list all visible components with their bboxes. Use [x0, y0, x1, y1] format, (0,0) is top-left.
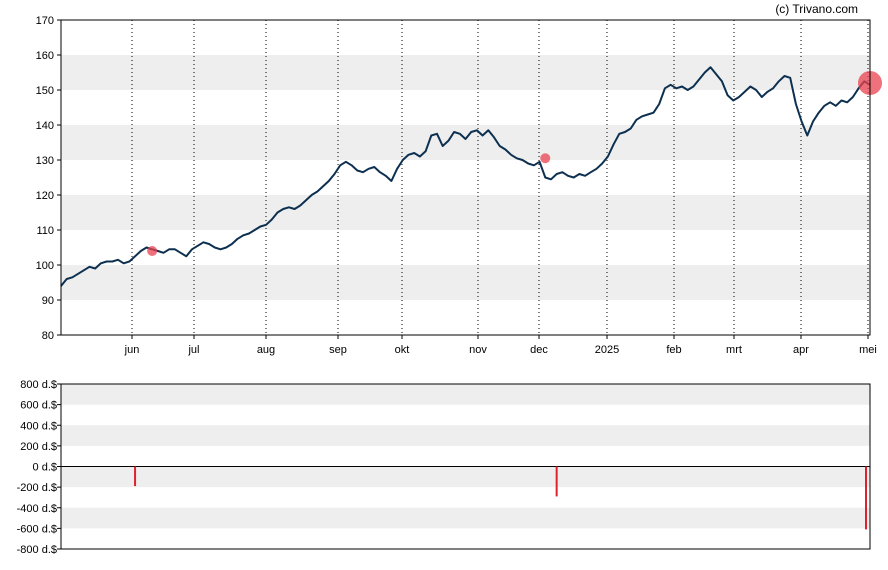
month-label: jun: [124, 344, 140, 356]
price-marker: [540, 153, 551, 164]
price-band: [61, 55, 870, 90]
volume-chart-bands: [61, 384, 870, 529]
month-label: mrt: [726, 344, 742, 356]
price-y-tick-label: 80: [42, 330, 54, 342]
volume-chart-bars: [134, 466, 867, 530]
month-label: jul: [187, 344, 199, 356]
price-y-tick-label: 160: [36, 50, 54, 62]
volume-band: [61, 507, 870, 529]
price-chart-frame: [60, 19, 871, 336]
volume-band: [61, 384, 870, 405]
price-y-tick-label: 150: [36, 85, 54, 97]
volume-y-tick-label: -200 d.$: [17, 482, 57, 494]
price-y-tick-label: 170: [36, 15, 54, 27]
price-y-tick-label: 120: [36, 190, 54, 202]
month-label: 2025: [595, 344, 619, 356]
month-label: sep: [329, 344, 347, 356]
month-label: okt: [395, 344, 410, 356]
month-label: feb: [666, 344, 681, 356]
price-series-line: [60, 66, 871, 287]
volume-chart-y-axis: 800 d.$ 600 d.$ 400 d.$ 200 d.$ 0 d.$ -200 d.…: [17, 379, 61, 556]
price-chart-x-axis: jun jul aug sep okt nov dec 2025 feb mrt apr mei: [124, 335, 877, 356]
price-chart-bands: [61, 55, 870, 300]
volume-y-tick-label: 200 d.$: [20, 441, 57, 453]
month-label: aug: [257, 344, 275, 356]
volume-y-tick-label: -600 d.$: [17, 523, 57, 535]
volume-y-tick-label: 0 d.$: [33, 462, 57, 474]
volume-band: [61, 425, 870, 446]
volume-band: [61, 466, 870, 488]
month-label: dec: [530, 344, 548, 356]
price-y-tick-label: 130: [36, 155, 54, 167]
price-band: [61, 195, 870, 230]
volume-y-tick-label: 800 d.$: [20, 379, 57, 391]
price-chart-y-axis: 80 90 100 110 120 130 140 150 160 170: [36, 15, 61, 342]
price-band: [61, 125, 870, 160]
month-label: nov: [469, 344, 487, 356]
price-y-tick-label: 90: [42, 295, 54, 307]
month-label: apr: [793, 344, 809, 356]
month-label: mei: [859, 344, 877, 356]
price-y-tick-label: 110: [36, 225, 54, 237]
volume-chart-frame: [60, 383, 871, 550]
price-band: [61, 265, 870, 300]
volume-y-tick-label: -800 d.$: [17, 544, 57, 556]
price-y-tick-label: 140: [36, 120, 54, 132]
volume-y-tick-label: -400 d.$: [17, 503, 57, 515]
volume-y-tick-label: 600 d.$: [20, 400, 57, 412]
copyright-label: (c) Trivano.com: [775, 2, 858, 16]
price-marker: [147, 246, 158, 256]
volume-y-tick-label: 400 d.$: [20, 420, 57, 432]
price-y-tick-label: 100: [36, 260, 54, 272]
